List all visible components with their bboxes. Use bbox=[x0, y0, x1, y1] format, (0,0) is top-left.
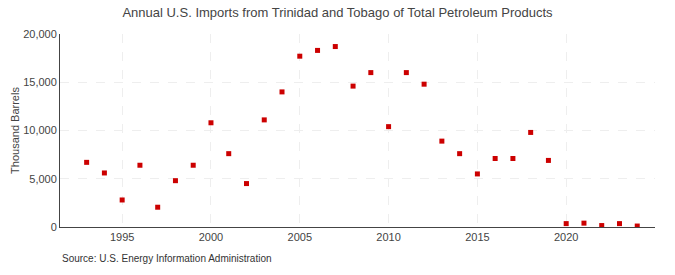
svg-text:20,000: 20,000 bbox=[23, 28, 57, 40]
svg-text:Source: U.S. Energy Informatio: Source: U.S. Energy Information Administ… bbox=[62, 253, 272, 264]
svg-text:5,000: 5,000 bbox=[29, 173, 57, 185]
svg-text:2010: 2010 bbox=[376, 231, 400, 243]
svg-text:1995: 1995 bbox=[110, 231, 134, 243]
svg-text:2000: 2000 bbox=[199, 231, 223, 243]
svg-text:2020: 2020 bbox=[554, 231, 578, 243]
svg-text:2005: 2005 bbox=[288, 231, 312, 243]
svg-text:0: 0 bbox=[51, 221, 57, 233]
svg-text:10,000: 10,000 bbox=[23, 124, 57, 136]
svg-text:Thousand Barrels: Thousand Barrels bbox=[9, 87, 21, 174]
svg-text:2015: 2015 bbox=[465, 231, 489, 243]
svg-text:Annual U.S. Imports from Trini: Annual U.S. Imports from Trinidad and To… bbox=[122, 5, 553, 20]
svg-text:15,000: 15,000 bbox=[23, 76, 57, 88]
